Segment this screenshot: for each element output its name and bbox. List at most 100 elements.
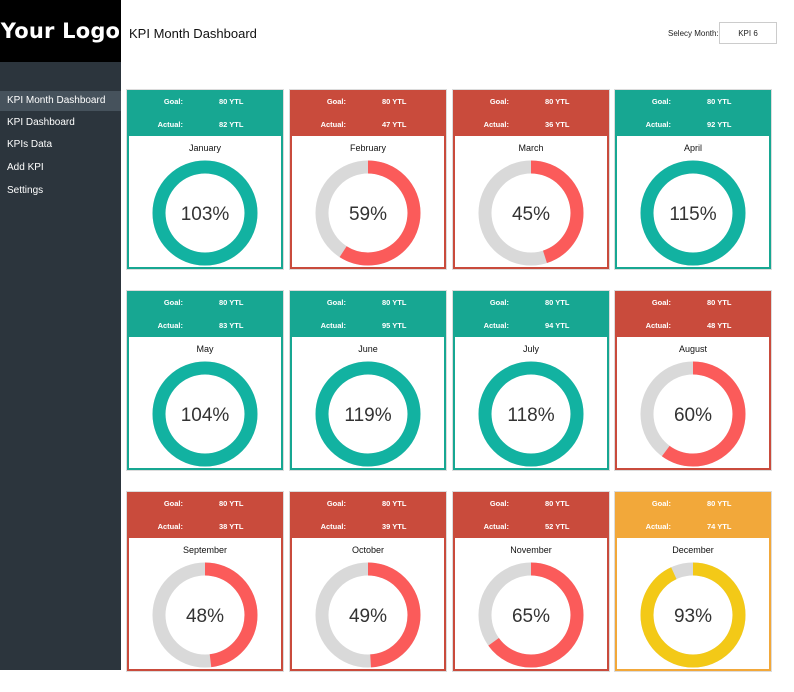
kpi-card-july: Goal: 80 YTL Actual: 94 YTL July 118% [453,291,609,470]
actual-row: Actual: 39 YTL [290,515,446,538]
month-name: April [683,143,702,153]
goal-row: Goal: 80 YTL [615,291,771,314]
card-body: May 104% [127,337,283,470]
card-body: July 118% [453,337,609,470]
goal-label: Goal: [163,499,183,508]
card-header: Goal: 80 YTL Actual: 38 YTL [127,492,283,538]
actual-label: Actual: [157,522,183,531]
month-name: November [510,545,552,555]
actual-row: Actual: 74 YTL [615,515,771,538]
card-header: Goal: 80 YTL Actual: 74 YTL [615,492,771,538]
actual-label: Actual: [645,321,671,330]
actual-row: Actual: 94 YTL [453,314,609,337]
month-name: August [678,344,708,354]
percent-label: 93% [674,606,712,627]
goal-row: Goal: 80 YTL [127,291,283,314]
month-name: July [522,344,539,354]
goal-row: Goal: 80 YTL [615,492,771,515]
donut-chart: 115% [640,160,746,266]
kpi-card-november: Goal: 80 YTL Actual: 52 YTL November 65% [453,492,609,671]
card-body: June 119% [290,337,446,470]
sidebar-item-add-kpi[interactable]: Add KPI [7,162,44,173]
goal-label: Goal: [489,298,509,307]
card-header: Goal: 80 YTL Actual: 82 YTL [127,90,283,136]
percent-label: 45% [512,204,550,225]
card-header: Goal: 80 YTL Actual: 48 YTL [615,291,771,337]
card-body: October 49% [290,538,446,671]
goal-label: Goal: [651,97,671,106]
card-header: Goal: 80 YTL Actual: 95 YTL [290,291,446,337]
actual-row: Actual: 83 YTL [127,314,283,337]
donut-arc [478,160,584,266]
card-header: Goal: 80 YTL Actual: 52 YTL [453,492,609,538]
card-body: January 103% [127,136,283,269]
goal-value: 80 YTL [382,499,407,508]
goal-label: Goal: [489,97,509,106]
percent-label: 65% [512,606,550,627]
goal-label: Goal: [163,97,183,106]
goal-label: Goal: [651,499,671,508]
percent-label: 115% [669,204,716,225]
card-body: March 45% [453,136,609,269]
goal-row: Goal: 80 YTL [127,492,283,515]
card-header: Goal: 80 YTL Actual: 83 YTL [127,291,283,337]
card-body: August 60% [615,337,771,470]
actual-label: Actual: [320,120,346,129]
sidebar-item-kpi-dashboard[interactable]: KPI Dashboard [7,117,75,128]
donut-chart: 104% [152,361,258,467]
goal-value: 80 YTL [545,97,570,106]
actual-value: 83 YTL [219,321,244,330]
donut-arc [640,562,746,668]
goal-row: Goal: 80 YTL [453,90,609,113]
goal-value: 80 YTL [707,499,732,508]
kpi-card-may: Goal: 80 YTL Actual: 83 YTL May 104% [127,291,283,470]
goal-value: 80 YTL [219,499,244,508]
goal-value: 80 YTL [545,499,570,508]
goal-value: 80 YTL [707,97,732,106]
month-name: May [196,344,214,354]
actual-label: Actual: [157,321,183,330]
actual-row: Actual: 92 YTL [615,113,771,136]
goal-value: 80 YTL [219,298,244,307]
actual-value: 94 YTL [545,321,570,330]
goal-label: Goal: [326,298,346,307]
actual-value: 36 YTL [545,120,570,129]
sidebar-item-kpis-data[interactable]: KPIs Data [7,139,53,150]
month-select[interactable]: KPI 6 [719,22,777,44]
donut-arc [315,562,421,668]
percent-label: 119% [344,405,391,426]
goal-row: Goal: 80 YTL [453,492,609,515]
donut-arc [152,361,258,467]
sidebar: KPI Month Dashboard KPI Dashboard KPIs D… [0,62,121,670]
actual-row: Actual: 52 YTL [453,515,609,538]
goal-label: Goal: [326,499,346,508]
actual-value: 82 YTL [219,120,244,129]
actual-row: Actual: 48 YTL [615,314,771,337]
goal-row: Goal: 80 YTL [290,291,446,314]
card-body: April 115% [615,136,771,269]
sidebar-item-settings[interactable]: Settings [7,185,44,196]
goal-value: 80 YTL [382,298,407,307]
percent-label: 60% [674,405,712,426]
percent-label: 49% [349,606,387,627]
actual-row: Actual: 82 YTL [127,113,283,136]
actual-label: Actual: [483,522,509,531]
actual-value: 74 YTL [707,522,732,531]
card-header: Goal: 80 YTL Actual: 47 YTL [290,90,446,136]
sidebar-item-kpi-month-dashboard[interactable]: KPI Month Dashboard [0,91,121,111]
goal-value: 80 YTL [382,97,407,106]
donut-chart: 93% [640,562,746,668]
kpi-card-january: Goal: 80 YTL Actual: 82 YTL January 103% [127,90,283,269]
actual-value: 47 YTL [382,120,407,129]
month-name: January [188,143,222,153]
logo: Your Logo [0,0,121,62]
donut-chart: 60% [640,361,746,467]
percent-label: 118% [507,405,554,426]
month-name: September [182,545,228,555]
card-body: September 48% [127,538,283,671]
month-name: March [518,143,544,153]
donut-chart: 48% [152,562,258,668]
goal-row: Goal: 80 YTL [290,492,446,515]
donut-chart: 59% [315,160,421,266]
card-header: Goal: 80 YTL Actual: 92 YTL [615,90,771,136]
